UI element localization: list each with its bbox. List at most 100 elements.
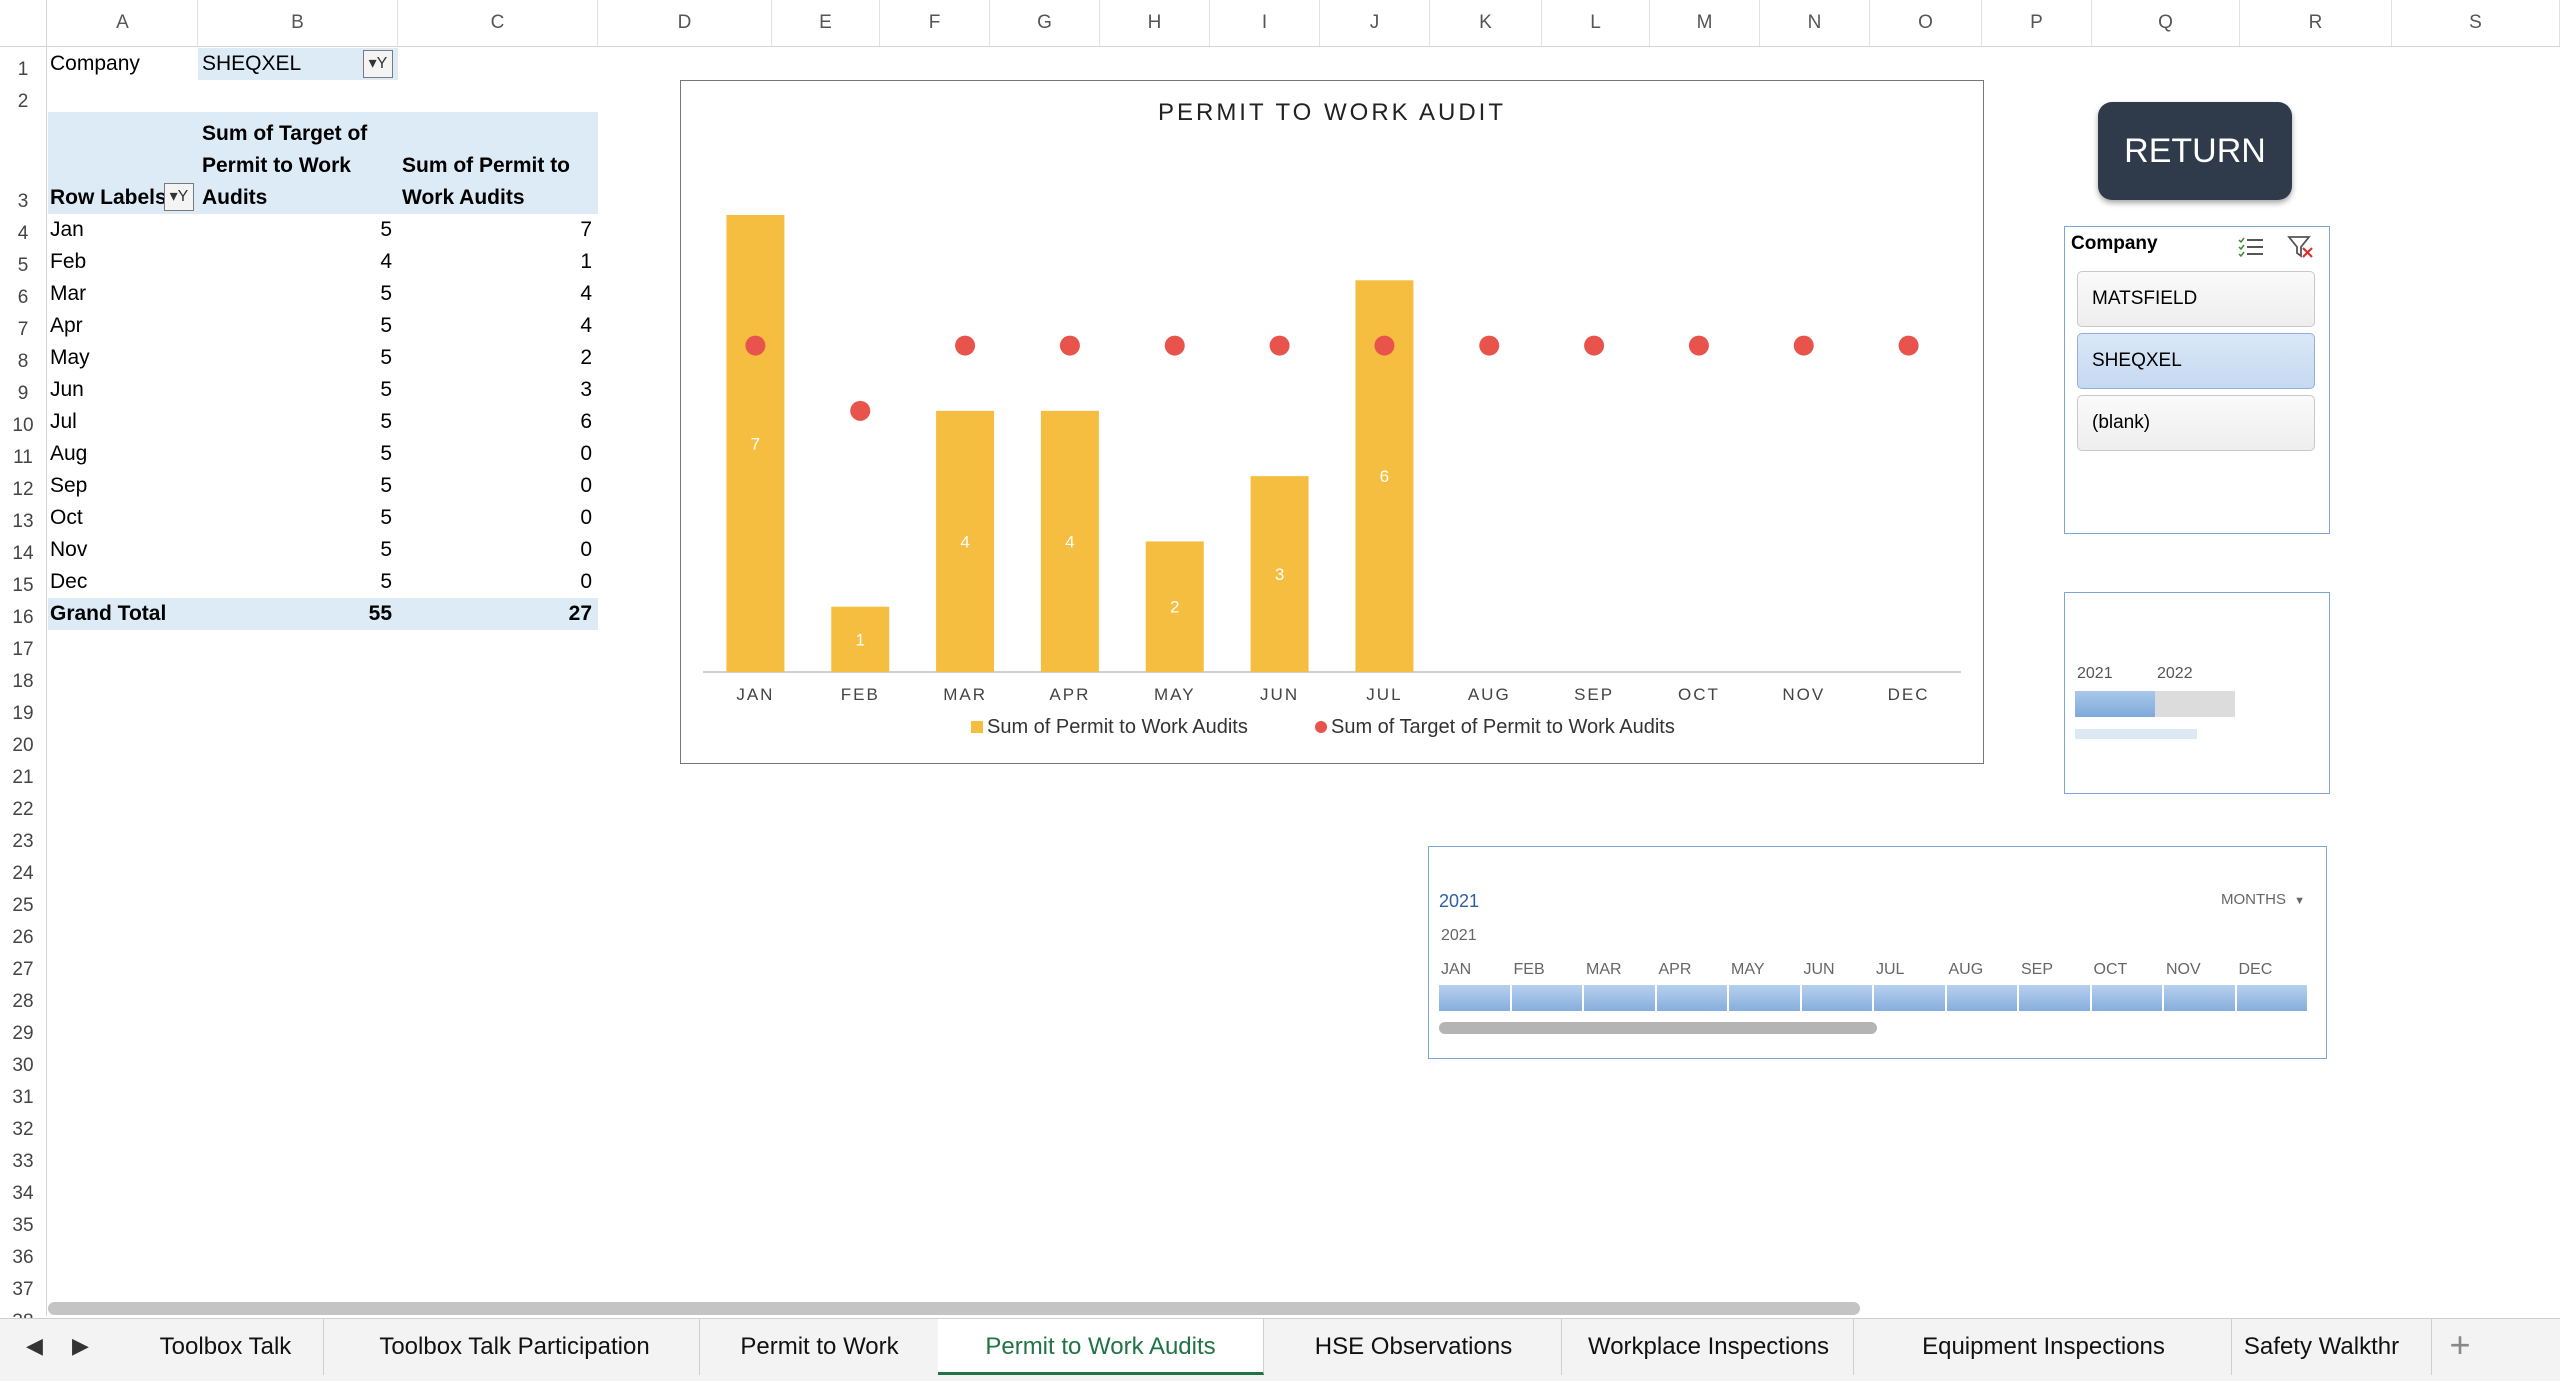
slicer-item-matsfield[interactable]: MATSFIELD	[2077, 271, 2315, 327]
timeline-month-label: OCT	[2093, 961, 2128, 978]
column-header-C[interactable]: C	[398, 0, 598, 46]
column-header-K[interactable]: K	[1430, 0, 1542, 46]
sheet-tab[interactable]: Toolbox Talk	[128, 1319, 324, 1375]
row-header-36[interactable]: 36	[12, 1247, 34, 1268]
tab-scroll-right-icon[interactable]: ▶	[72, 1333, 89, 1358]
row-labels-filter-button[interactable]: ▾Y	[164, 183, 194, 211]
column-header-F[interactable]: F	[880, 0, 990, 46]
row-header-16[interactable]: 16	[12, 607, 34, 628]
row-header-8[interactable]: 8	[17, 351, 29, 372]
row-header-27[interactable]: 27	[12, 959, 34, 980]
sheet-tab[interactable]: Equipment Inspections	[1856, 1319, 2232, 1375]
column-header-H[interactable]: H	[1100, 0, 1210, 46]
column-header-G[interactable]: G	[990, 0, 1100, 46]
column-header-N[interactable]: N	[1760, 0, 1870, 46]
permit-audit-chart[interactable]: PERMIT TO WORK AUDIT 7 JAN 1 FEB 4 MAR 4 APR 2 MA…	[680, 80, 1984, 764]
row-header-9[interactable]: 9	[17, 383, 29, 404]
row-header-5[interactable]: 5	[17, 255, 29, 276]
pivot-filter-value[interactable]: SHEQXEL	[202, 52, 302, 75]
timeline-month-segment[interactable]	[1439, 985, 1510, 1011]
timeline-month-segment[interactable]	[1729, 985, 1800, 1011]
row-header-26[interactable]: 26	[12, 927, 34, 948]
column-header-B[interactable]: B	[198, 0, 398, 46]
mini-scrollbar[interactable]	[2075, 729, 2197, 739]
pivot-filter-dropdown-button[interactable]: ▾Y	[363, 50, 393, 78]
column-header-P[interactable]: P	[1982, 0, 2092, 46]
tab-scroll-left-icon[interactable]: ◀	[26, 1333, 43, 1358]
timeline-month-segment[interactable]	[1584, 985, 1655, 1011]
sheet-tab[interactable]: Safety Walkthr	[2212, 1319, 2432, 1375]
column-header-M[interactable]: M	[1650, 0, 1760, 46]
row-header-30[interactable]: 30	[12, 1055, 34, 1076]
column-header-L[interactable]: L	[1542, 0, 1650, 46]
column-header-R[interactable]: R	[2240, 0, 2392, 46]
timeline-level-dropdown[interactable]: MONTHS ▼	[2221, 891, 2305, 908]
row-header-31[interactable]: 31	[12, 1087, 34, 1108]
column-header-S[interactable]: S	[2392, 0, 2560, 46]
mini-year-bar-selected[interactable]	[2075, 691, 2155, 717]
timeline-month-segment[interactable]	[2236, 985, 2307, 1011]
bar-data-label: 7	[751, 435, 760, 454]
timeline-month-segment[interactable]	[1801, 985, 1872, 1011]
row-header-23[interactable]: 23	[12, 831, 34, 852]
row-header-28[interactable]: 28	[12, 991, 34, 1012]
row-header-12[interactable]: 12	[12, 479, 34, 500]
row-header-14[interactable]: 14	[12, 543, 34, 564]
column-header-I[interactable]: I	[1210, 0, 1320, 46]
row-header-37[interactable]: 37	[12, 1279, 34, 1300]
slicer-item-blank[interactable]: (blank)	[2077, 395, 2315, 451]
horizontal-scrollbar[interactable]	[48, 1302, 1860, 1315]
row-header-20[interactable]: 20	[12, 735, 34, 756]
add-sheet-button[interactable]: +	[2449, 1324, 2471, 1365]
column-header-O[interactable]: O	[1870, 0, 1982, 46]
row-header-2[interactable]: 2	[17, 91, 29, 112]
row-header-18[interactable]: 18	[12, 671, 34, 692]
row-header-7[interactable]: 7	[17, 319, 29, 340]
row-header-4[interactable]: 4	[17, 223, 29, 244]
sheet-tab[interactable]: Permit to Work Audits	[938, 1319, 1264, 1375]
timeline-month-segment[interactable]	[2091, 985, 2162, 1011]
column-header-Q[interactable]: Q	[2092, 0, 2240, 46]
row-header-17[interactable]: 17	[12, 639, 34, 660]
sheet-tab[interactable]: Toolbox Talk Participation	[330, 1319, 700, 1375]
timeline-scrollbar[interactable]	[1439, 1022, 1877, 1034]
row-header-6[interactable]: 6	[17, 287, 29, 308]
return-button[interactable]: RETURN	[2098, 102, 2292, 200]
mini-year-2021[interactable]: 2021	[2077, 665, 2113, 682]
row-header-33[interactable]: 33	[12, 1151, 34, 1172]
timeline-month-segment[interactable]	[2019, 985, 2090, 1011]
mini-year-2022[interactable]: 2022	[2157, 665, 2193, 682]
timeline-month-label: JUN	[1803, 961, 1835, 978]
multi-select-icon[interactable]	[2237, 235, 2265, 259]
row-header-3[interactable]: 3	[17, 191, 29, 212]
column-header-E[interactable]: E	[772, 0, 880, 46]
slicer-item-sheqxel[interactable]: SHEQXEL	[2077, 333, 2315, 389]
sheet-tab[interactable]: Permit to Work	[700, 1319, 940, 1375]
timeline-month-segment[interactable]	[1511, 985, 1582, 1011]
sheet-tab[interactable]: HSE Observations	[1266, 1319, 1562, 1375]
column-header-J[interactable]: J	[1320, 0, 1430, 46]
timeline-month-segment[interactable]	[1946, 985, 2017, 1011]
row-header-19[interactable]: 19	[12, 703, 34, 724]
row-header-13[interactable]: 13	[12, 511, 34, 532]
row-header-22[interactable]: 22	[12, 799, 34, 820]
timeline-month-segment[interactable]	[1656, 985, 1727, 1011]
row-header-25[interactable]: 25	[12, 895, 34, 916]
column-header-A[interactable]: A	[48, 0, 198, 46]
row-header-35[interactable]: 35	[12, 1215, 34, 1236]
row-header-1[interactable]: 1	[17, 59, 29, 80]
clear-filter-icon[interactable]	[2287, 234, 2315, 260]
row-header-11[interactable]: 11	[13, 447, 33, 468]
row-header-34[interactable]: 34	[12, 1183, 34, 1204]
row-header-10[interactable]: 10	[12, 415, 34, 436]
timeline-month-segment[interactable]	[1874, 985, 1945, 1011]
row-header-32[interactable]: 32	[12, 1119, 34, 1140]
mini-year-bar-unselected[interactable]	[2155, 691, 2235, 717]
sheet-tab[interactable]: Workplace Inspections	[1564, 1319, 1854, 1375]
row-header-21[interactable]: 21	[12, 767, 34, 788]
column-header-D[interactable]: D	[598, 0, 772, 46]
timeline-month-segment[interactable]	[2164, 985, 2235, 1011]
row-header-29[interactable]: 29	[12, 1023, 34, 1044]
row-header-24[interactable]: 24	[12, 863, 34, 884]
row-header-15[interactable]: 15	[12, 575, 34, 596]
